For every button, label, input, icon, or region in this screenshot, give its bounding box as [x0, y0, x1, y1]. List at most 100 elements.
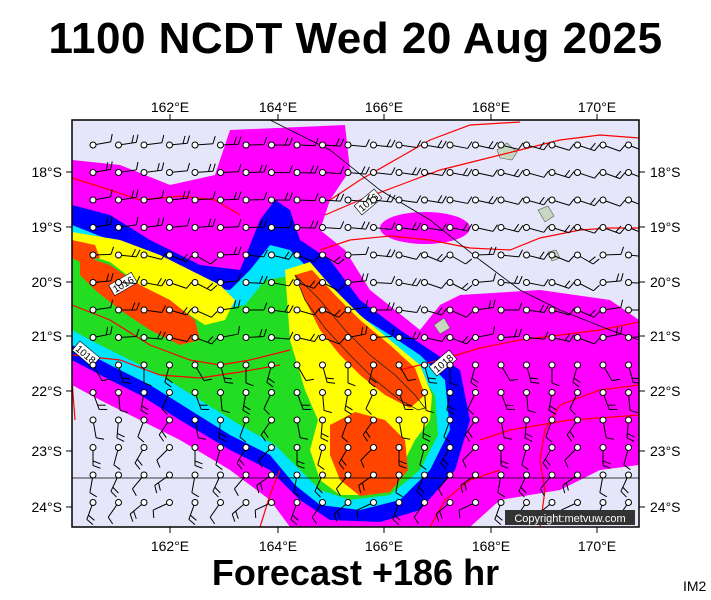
- wind-barb: [242, 328, 267, 341]
- wind-barb: [625, 361, 639, 384]
- wind-barb: [548, 169, 575, 179]
- wind-barb: [467, 389, 479, 415]
- wind-barb: [599, 141, 626, 152]
- rain-area-yellow: [72, 232, 235, 325]
- wind-barb: [217, 246, 242, 259]
- wind-barb: [115, 161, 139, 176]
- wind-barb: [233, 471, 250, 497]
- isobar-line: [319, 227, 639, 251]
- wind-barb: [191, 334, 218, 345]
- lon-label: 162°E: [151, 99, 189, 115]
- wind-barb: [440, 444, 454, 470]
- wind-barb: [217, 299, 241, 314]
- lat-label: 18°S: [31, 164, 62, 180]
- wind-barb: [191, 389, 210, 411]
- wind-barb: [311, 499, 326, 525]
- wind-barb: [472, 246, 497, 259]
- wind-barb: [217, 273, 242, 286]
- wind-barb: [370, 194, 396, 204]
- lat-label: 22°S: [650, 383, 681, 399]
- wind-barb: [446, 306, 473, 318]
- wind-barb: [344, 273, 369, 286]
- wind-barb: [523, 416, 533, 442]
- wind-barb: [217, 163, 242, 176]
- wind-barb: [599, 169, 626, 180]
- wind-barb: [548, 141, 575, 151]
- wind-barb: [395, 305, 422, 314]
- wind-barb: [89, 471, 98, 498]
- wind-barb: [497, 168, 524, 178]
- wind-barb: [115, 134, 139, 149]
- lat-label: 24°S: [31, 499, 62, 515]
- wind-barb: [421, 306, 447, 316]
- lat-label: 23°S: [650, 443, 681, 459]
- wind-barb: [164, 361, 173, 388]
- wind-barb: [497, 275, 523, 286]
- wind-barb: [319, 416, 329, 442]
- wind-barb: [421, 168, 447, 176]
- wind-barb: [446, 279, 473, 292]
- wind-barb: [242, 389, 251, 415]
- wind-barb: [344, 361, 356, 387]
- wind-barb: [599, 246, 625, 259]
- wind-barb: [572, 361, 581, 388]
- wind-barb: [89, 326, 113, 341]
- wind-barb: [421, 279, 448, 289]
- wind-barb: [574, 224, 601, 234]
- lon-label: 166°E: [365, 99, 403, 115]
- wind-barb: [599, 389, 618, 411]
- wind-barb: [497, 328, 522, 341]
- wind-barb: [156, 444, 173, 468]
- wind-barb: [574, 169, 601, 179]
- wind-barb: [231, 499, 250, 522]
- wind-barb: [523, 304, 549, 314]
- lat-label: 20°S: [650, 274, 681, 290]
- wind-barb: [293, 220, 319, 231]
- wind-barb: [188, 499, 199, 526]
- wind-barb: [335, 471, 352, 497]
- wind-barb: [217, 191, 242, 204]
- wind-barb: [191, 279, 218, 292]
- wind-barb: [625, 334, 639, 341]
- wind-barb: [256, 471, 275, 494]
- wind-barb: [446, 334, 473, 345]
- wind-barb: [497, 302, 523, 314]
- wind-barb: [599, 416, 615, 440]
- wind-barb: [523, 196, 549, 206]
- lat-label: 19°S: [31, 219, 62, 235]
- wind-barb: [89, 416, 105, 440]
- wind-barb: [446, 141, 473, 149]
- wind-barb: [319, 138, 345, 149]
- wind-barb: [523, 389, 536, 414]
- wind-barb: [623, 444, 632, 470]
- wind-barb: [542, 444, 556, 470]
- wind-barb: [89, 161, 113, 176]
- wind-barb: [140, 278, 167, 287]
- wind-barb: [217, 326, 241, 341]
- wind-barb: [574, 196, 601, 207]
- wind-barb: [539, 471, 556, 497]
- wind-barb: [421, 334, 447, 343]
- wind-barb: [293, 138, 319, 149]
- wind-barb: [625, 196, 639, 205]
- wind-barb: [599, 361, 620, 382]
- wind-barb: [472, 273, 497, 286]
- wind-barb: [242, 302, 268, 314]
- wind-barb: [599, 196, 626, 207]
- wind-barb: [569, 389, 581, 415]
- lat-label: 21°S: [650, 328, 681, 344]
- lat-label: 19°S: [650, 219, 681, 235]
- wind-barb: [319, 361, 336, 384]
- wind-barb: [268, 304, 294, 314]
- wind-barb: [460, 471, 479, 494]
- wind-barb: [293, 471, 302, 498]
- wind-barb: [317, 444, 326, 470]
- wind-barb: [113, 444, 122, 470]
- wind-barb: [254, 499, 275, 519]
- isobar-line: [329, 121, 521, 201]
- wind-barb: [564, 444, 581, 468]
- wind-barb: [344, 389, 353, 415]
- wind-barb: [86, 499, 97, 526]
- wind-barb: [89, 389, 108, 411]
- axis-ticks: [66, 114, 645, 533]
